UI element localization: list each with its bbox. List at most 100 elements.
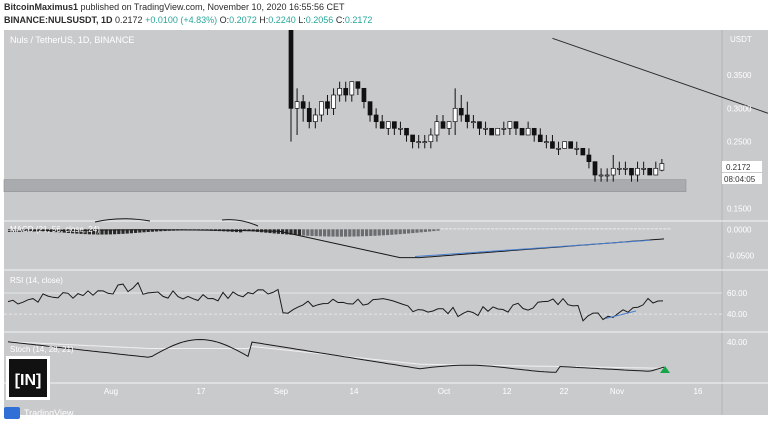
- rsi-title: RSI (14, close): [10, 276, 63, 285]
- macd-pane[interactable]: MACD (21, 56, close, 24) 0.0000 -0.0500: [7, 218, 755, 261]
- candle-body: [592, 161, 598, 176]
- low-label: L:: [298, 15, 306, 25]
- countdown-label: 08:04:05: [724, 175, 756, 184]
- candle-body: [556, 147, 561, 150]
- macd-histogram-bar: [247, 229, 251, 232]
- candle-body: [550, 141, 555, 149]
- macd-histogram-bar: [444, 228, 448, 230]
- macd-histogram-bar: [537, 228, 541, 230]
- rsi-pane[interactable]: RSI (14, close) 60.00 40.00: [4, 276, 748, 322]
- price-pane[interactable]: Nuls / TetherUS, 1D, BINANCE USDT 0.3500…: [3, 30, 768, 213]
- candle-body: [623, 167, 628, 170]
- macd-histogram-bar: [327, 229, 331, 237]
- time-tick-label: Nov: [610, 387, 624, 396]
- author-name[interactable]: BitcoinMaximus1: [4, 2, 79, 12]
- price-tick-label: 0.2500: [727, 138, 752, 147]
- candle-body: [531, 127, 537, 136]
- candle-body: [312, 114, 318, 123]
- macd-histogram-bar: [314, 229, 318, 237]
- close-label: C:: [335, 15, 345, 25]
- descending-trendline[interactable]: [552, 37, 768, 163]
- support-zone[interactable]: [3, 179, 687, 192]
- macd-histogram-bar: [289, 229, 293, 235]
- macd-histogram-bar: [654, 228, 658, 230]
- macd-histogram-bar: [150, 229, 154, 232]
- macd-histogram-bar: [29, 229, 33, 231]
- macd-histogram-bar: [470, 228, 474, 230]
- macd-histogram-bar: [667, 228, 671, 230]
- candle-body: [659, 163, 665, 171]
- macd-histogram-bar: [436, 229, 440, 231]
- macd-histogram-bar: [285, 229, 289, 235]
- macd-histogram-bar: [638, 228, 642, 230]
- candle-body: [434, 121, 440, 136]
- macd-histogram-bar: [495, 228, 499, 230]
- macd-histogram-bar: [155, 229, 159, 232]
- macd-histogram-bar: [646, 228, 650, 230]
- time-tick-label: 12: [503, 387, 512, 396]
- macd-histogram-bar: [79, 229, 83, 234]
- candle-body: [300, 101, 306, 109]
- candle-body: [519, 127, 525, 136]
- time-tick-label: 22: [560, 387, 569, 396]
- candle-body: [416, 141, 422, 144]
- macd-histogram-bar: [570, 228, 574, 230]
- macd-tick-label: 0.0000: [727, 225, 752, 234]
- macd-histogram-bar: [302, 229, 306, 236]
- price-tick-label: 0.3000: [727, 104, 752, 113]
- candle-body: [404, 127, 409, 136]
- macd-histogram-bar: [134, 229, 138, 233]
- macd-histogram-bar: [642, 228, 646, 230]
- beincrypto-logo: [IN]: [6, 356, 50, 400]
- macd-histogram-bar: [474, 228, 478, 230]
- macd-histogram-bar: [562, 228, 566, 230]
- macd-histogram-bar: [24, 229, 28, 231]
- time-tick-label: Oct: [438, 387, 451, 396]
- price-tick-label: 0.1500: [727, 204, 752, 213]
- macd-histogram-bar: [600, 228, 604, 230]
- macd-histogram-bar: [297, 229, 301, 236]
- time-axis[interactable]: Aug 17 Sep 14 Oct 12 22 Nov 16: [104, 387, 703, 396]
- macd-histogram-bar: [608, 228, 612, 230]
- macd-histogram-bar: [587, 228, 591, 230]
- macd-histogram-bar: [650, 228, 654, 230]
- macd-histogram-bar: [100, 229, 104, 235]
- macd-histogram-bar: [87, 229, 91, 235]
- macd-histogram-bar: [428, 229, 432, 232]
- macd-divergence-line[interactable]: [414, 239, 651, 258]
- candle-body: [392, 121, 397, 129]
- candle-body: [288, 30, 294, 109]
- candle-body: [537, 134, 543, 143]
- stoch-k-line: [7, 338, 665, 373]
- macd-histogram-bar: [360, 229, 364, 237]
- green-arrow-icon: [660, 366, 670, 373]
- tradingview-watermark[interactable]: TradingView: [4, 407, 74, 419]
- candle-body: [428, 134, 434, 143]
- macd-histogram-bar: [533, 228, 537, 230]
- candle-body: [568, 141, 574, 149]
- macd-histogram-bar: [461, 228, 465, 230]
- price-pane-title: Nuls / TetherUS, 1D, BINANCE: [10, 35, 134, 45]
- candle-body: [306, 107, 312, 123]
- chart-canvas[interactable]: Nuls / TetherUS, 1D, BINANCE USDT 0.3500…: [0, 30, 768, 425]
- candle-body: [507, 121, 513, 129]
- macd-histogram-bar: [293, 229, 297, 236]
- symbol-label[interactable]: BINANCE:NULSUSDT, 1D: [4, 15, 113, 25]
- candle-body: [562, 141, 567, 149]
- macd-histogram-bar: [432, 229, 436, 232]
- macd-histogram-bar: [8, 229, 12, 231]
- macd-histogram-bar: [243, 229, 247, 231]
- stoch-tick-label: 40.00: [727, 338, 748, 347]
- candle-body: [373, 114, 379, 123]
- macd-histogram-bar: [306, 229, 310, 236]
- macd-histogram-bar: [415, 229, 419, 233]
- macd-histogram-bar: [117, 229, 121, 235]
- macd-histogram-bar: [503, 228, 507, 230]
- macd-histogram-bar: [591, 228, 595, 230]
- stoch-pane[interactable]: Stoch (14, 28, 21) 40.00: [7, 338, 748, 373]
- macd-histogram-bar: [486, 228, 490, 230]
- candle-body: [525, 127, 531, 136]
- macd-histogram-bar: [386, 229, 390, 236]
- rsi-divergence-line[interactable]: [605, 310, 637, 319]
- candle-body: [325, 101, 330, 109]
